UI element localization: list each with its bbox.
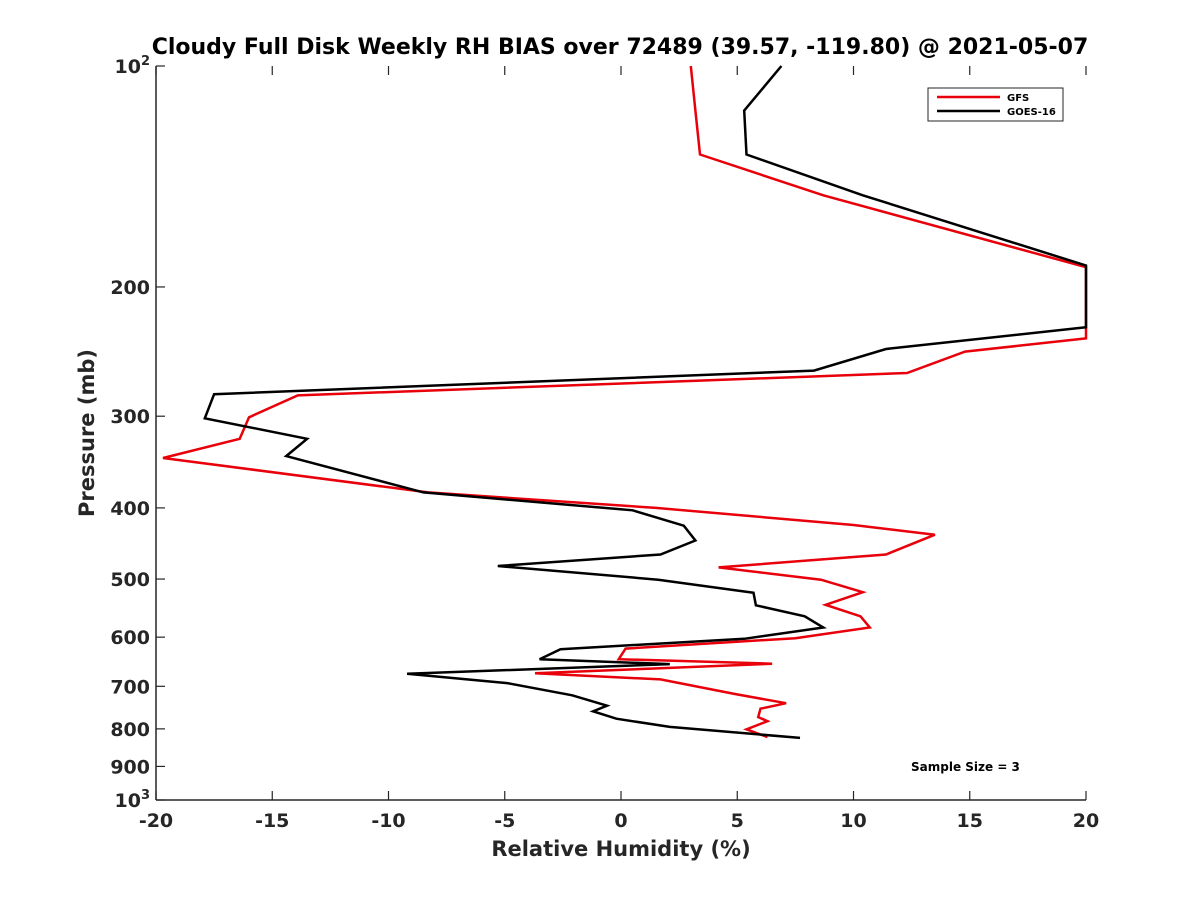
y-tick-label: 102 bbox=[115, 54, 151, 78]
sample-size-annotation: Sample Size = 3 bbox=[911, 760, 1020, 774]
x-tick-label: -10 bbox=[371, 810, 405, 832]
x-tick-label: 15 bbox=[957, 810, 983, 832]
x-axis-label: Relative Humidity (%) bbox=[491, 837, 750, 861]
legend-box bbox=[927, 87, 1064, 122]
y-tick-label: 500 bbox=[110, 569, 150, 591]
y-ticks: 102 200 300 400 500 600 700 800 900 103 bbox=[110, 54, 165, 812]
chart-title: Cloudy Full Disk Weekly RH BIAS over 724… bbox=[152, 35, 1089, 60]
x-tick-label: 10 bbox=[840, 810, 866, 832]
x-tick-label: 0 bbox=[614, 810, 627, 832]
series-layer bbox=[162, 65, 1088, 740]
y-tick-label: 700 bbox=[110, 676, 150, 698]
y-axis-label: Pressure (mb) bbox=[75, 349, 99, 517]
y-tick-label: 103 bbox=[115, 788, 151, 812]
y-tick-label: 600 bbox=[110, 627, 150, 649]
x-ticks: -20 -15 -10 -5 0 5 10 15 20 bbox=[139, 66, 1099, 832]
plot-frame bbox=[156, 66, 1086, 800]
x-tick-label: 5 bbox=[731, 810, 744, 832]
series-line-gfs bbox=[162, 65, 1088, 739]
series-line-goes16 bbox=[203, 65, 1088, 740]
legend-label-goes16: GOES-16 bbox=[1007, 107, 1056, 118]
y-tick-label: 300 bbox=[110, 406, 150, 428]
x-tick-label: -5 bbox=[494, 810, 515, 832]
y-tick-label: 900 bbox=[110, 756, 150, 778]
legend: GFS GOES-16 bbox=[927, 87, 1064, 122]
x-tick-label: -20 bbox=[139, 810, 173, 832]
y-tick-label: 800 bbox=[110, 719, 150, 741]
y-tick-label: 200 bbox=[110, 277, 150, 299]
y-tick-label: 400 bbox=[110, 498, 150, 520]
legend-label-gfs: GFS bbox=[1007, 93, 1029, 104]
x-tick-label: 20 bbox=[1073, 810, 1099, 832]
x-tick-label: -15 bbox=[255, 810, 289, 832]
